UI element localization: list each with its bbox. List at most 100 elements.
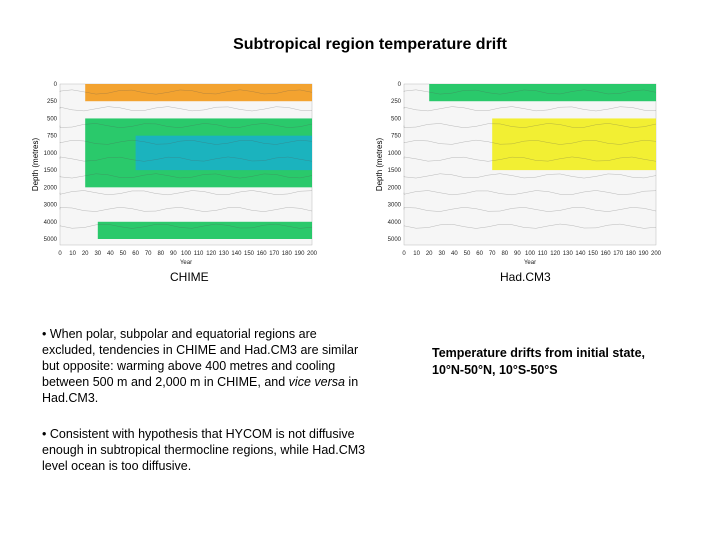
x-tick-label: 80 <box>501 251 508 257</box>
region-cooling <box>97 221 312 239</box>
contour-line <box>59 173 313 179</box>
y-axis-label: Depth (metres) <box>31 137 40 191</box>
x-tick-label: 100 <box>525 251 536 257</box>
y-tick-label: 500 <box>47 116 58 122</box>
x-tick-label: 190 <box>638 251 649 257</box>
contour-line <box>403 156 657 162</box>
x-axis-label: Year <box>180 260 192 265</box>
bullet-2: • Consistent with hypothesis that HYCOM … <box>42 427 366 473</box>
side-note: Temperature drifts from initial state, 1… <box>432 346 646 377</box>
contour-line <box>403 207 657 212</box>
y-tick-label: 3000 <box>388 203 402 209</box>
x-tick-label: 70 <box>489 251 496 257</box>
bullet-list: • When polar, subpolar and equatorial re… <box>42 326 372 494</box>
x-axis-label: Year <box>524 260 536 265</box>
contour-line <box>59 89 313 95</box>
x-tick-label: 30 <box>438 251 445 257</box>
contour-line <box>59 123 313 128</box>
x-tick-label: 180 <box>626 251 637 257</box>
x-tick-label: 110 <box>194 251 204 257</box>
contour-line <box>59 139 313 145</box>
hadcm3-plot-svg: 0 250 500 750 1000 1500 2000 3000 4000 5000 0 10 20 3… <box>375 82 662 265</box>
x-tick-label: 160 <box>257 251 268 257</box>
y-tick-label: 5000 <box>44 237 58 243</box>
x-tick-label: 30 <box>94 251 101 257</box>
x-tick-label: 130 <box>563 251 574 257</box>
y-tick-label: 4000 <box>388 220 402 226</box>
x-tick-label: 160 <box>601 251 612 257</box>
region-warming <box>85 84 312 102</box>
contour-line <box>59 106 313 112</box>
x-tick-label: 120 <box>206 251 217 257</box>
y-tick-label: 4000 <box>44 220 58 226</box>
contour-line <box>403 223 657 229</box>
x-tick-label: 10 <box>413 251 420 257</box>
y-tick-label: 3000 <box>44 203 58 209</box>
x-tick-label: 70 <box>145 251 152 257</box>
x-tick-label: 200 <box>307 251 318 257</box>
bullet-1-suffix: in Had.CM3. <box>42 375 359 405</box>
chime-drift-plot: 0 250 500 750 1000 1500 2000 3000 4000 5000 0 10 20 3… <box>28 80 318 265</box>
x-tick-label: 190 <box>294 251 305 257</box>
x-tick-label: 20 <box>82 251 89 257</box>
contour-line <box>403 190 657 196</box>
x-tick-label: 20 <box>426 251 433 257</box>
x-tick-label: 120 <box>550 251 561 257</box>
contour-line <box>59 156 313 162</box>
hadcm3-drift-plot: 0 250 500 750 1000 1500 2000 3000 4000 5000 0 10 20 3… <box>372 80 662 265</box>
contour-line <box>403 89 657 95</box>
y-tick-label: 750 <box>391 134 402 140</box>
x-tick-label: 100 <box>181 251 192 257</box>
y-tick-label: 0 <box>54 82 58 88</box>
x-tick-label: 110 <box>538 251 548 257</box>
region-warming <box>492 118 656 171</box>
x-tick-label: 200 <box>651 251 662 257</box>
caption-hadcm3: Had.CM3 <box>500 270 551 284</box>
contour-line <box>59 223 313 229</box>
bullet-1-prefix: • When polar, subpolar and equatorial re… <box>42 327 359 389</box>
contour-line <box>59 190 313 196</box>
y-axis-label: Depth (metres) <box>375 137 384 191</box>
region-cooling <box>429 84 656 102</box>
caption-chime: CHIME <box>170 270 209 284</box>
x-tick-label: 170 <box>269 251 280 257</box>
x-tick-label: 40 <box>107 251 114 257</box>
y-tick-label: 0 <box>398 82 402 88</box>
contour-line <box>403 106 657 112</box>
bullet-1-emphasis: vice versa <box>288 375 345 389</box>
y-tick-label: 1000 <box>388 151 402 157</box>
x-tick-label: 90 <box>514 251 521 257</box>
x-tick-label: 140 <box>231 251 242 257</box>
x-tick-label: 50 <box>120 251 127 257</box>
y-tick-label: 2000 <box>388 185 402 191</box>
x-tick-label: 130 <box>219 251 230 257</box>
region-strong-cooling <box>135 135 312 171</box>
y-tick-label: 1000 <box>44 151 58 157</box>
y-tick-label: 2000 <box>44 185 58 191</box>
y-tick-label: 250 <box>391 99 402 105</box>
y-tick-label: 1500 <box>388 168 402 174</box>
x-tick-label: 0 <box>402 251 406 257</box>
x-tick-label: 150 <box>244 251 255 257</box>
x-tick-label: 10 <box>69 251 76 257</box>
x-tick-label: 80 <box>157 251 164 257</box>
x-tick-label: 40 <box>451 251 458 257</box>
x-tick-label: 60 <box>476 251 483 257</box>
x-tick-label: 0 <box>58 251 62 257</box>
contour-line <box>403 173 657 179</box>
x-tick-label: 170 <box>613 251 624 257</box>
y-tick-label: 250 <box>47 99 58 105</box>
chime-plot-svg: 0 250 500 750 1000 1500 2000 3000 4000 5000 0 10 20 3… <box>31 82 318 265</box>
y-tick-label: 500 <box>391 116 402 122</box>
x-tick-label: 140 <box>575 251 586 257</box>
contour-line <box>403 123 657 128</box>
page-title: Subtropical region temperature drift <box>233 36 507 53</box>
contour-line <box>59 207 313 212</box>
contour-line <box>403 139 657 145</box>
x-tick-label: 180 <box>282 251 293 257</box>
y-tick-label: 1500 <box>44 168 58 174</box>
x-tick-label: 60 <box>132 251 139 257</box>
x-tick-label: 50 <box>464 251 471 257</box>
x-tick-label: 90 <box>170 251 177 257</box>
y-tick-label: 5000 <box>388 237 402 243</box>
